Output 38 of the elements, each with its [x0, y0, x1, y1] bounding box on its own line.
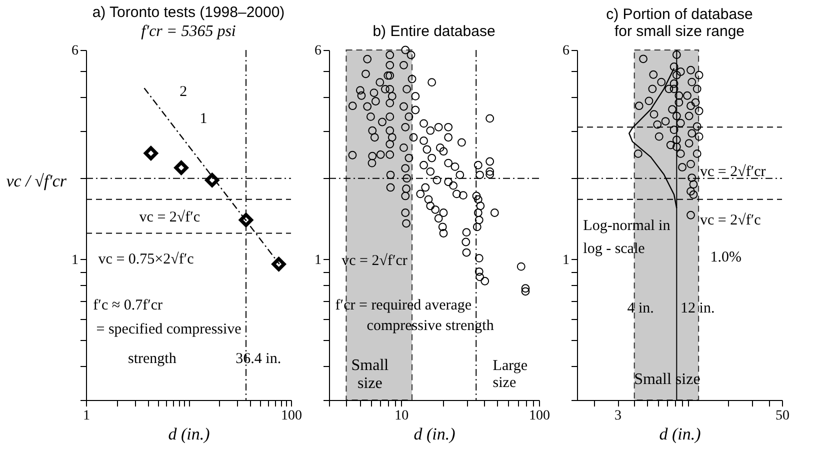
chart-subtitle: f′cr = 5365 psi [141, 23, 236, 40]
x-axis-title: d (in.) [168, 424, 210, 444]
x-tick-label: 3 [614, 408, 622, 424]
annotation: compressive strength [366, 318, 494, 334]
x-tick-label: 100 [281, 408, 302, 424]
annotation: strength [128, 351, 177, 367]
annotation: vc = 0.75×2√f′c [98, 251, 194, 268]
y-axis-title: vc / √f′cr [6, 172, 67, 190]
annotation: Log-normal in [583, 218, 671, 234]
chart-title: b) Entire database [372, 23, 496, 40]
annotation: 12 in. [680, 300, 715, 317]
y-tick-label: 6 [72, 44, 78, 58]
x-axis-title: d (in.) [659, 424, 702, 444]
annotation: = specified compressive [96, 321, 242, 338]
ref-line-label: 36.4 in. [236, 351, 282, 367]
annotation: 1 [200, 110, 208, 127]
annotation: 1.0% [710, 250, 742, 266]
ref-line-label: Large size [492, 358, 528, 391]
text: for small size range [614, 23, 745, 40]
x-axis-title: d (in.) [414, 424, 456, 444]
annotation: f′c ≈ 0.7f′cr [93, 297, 163, 314]
annotation: log - scale [583, 241, 646, 258]
annotation: 2 [180, 84, 188, 100]
annotation: vc = 2√f′cr [342, 253, 408, 269]
x-tick-label: 1 [83, 408, 90, 424]
chart-title: a) Toronto tests (1998–2000) [92, 4, 285, 21]
y-tick-label: 6 [562, 44, 570, 58]
ref-line-label: vc = 2√f′c [700, 212, 762, 228]
annotation: 4 in. [627, 300, 654, 317]
ref-line-label: vc = 2√f′cr [700, 164, 766, 180]
x-tick-label: 10 [394, 408, 409, 424]
x-tick-label: 100 [529, 408, 550, 424]
band-label: Small size [351, 357, 390, 392]
y-tick-label: 6 [314, 44, 322, 58]
x-tick-label: 50 [776, 408, 790, 424]
ref-line-label: vc = 2√f′c [139, 209, 200, 226]
text: c) Portion of database [606, 6, 753, 23]
annotation: f′cr = required average [335, 297, 472, 314]
